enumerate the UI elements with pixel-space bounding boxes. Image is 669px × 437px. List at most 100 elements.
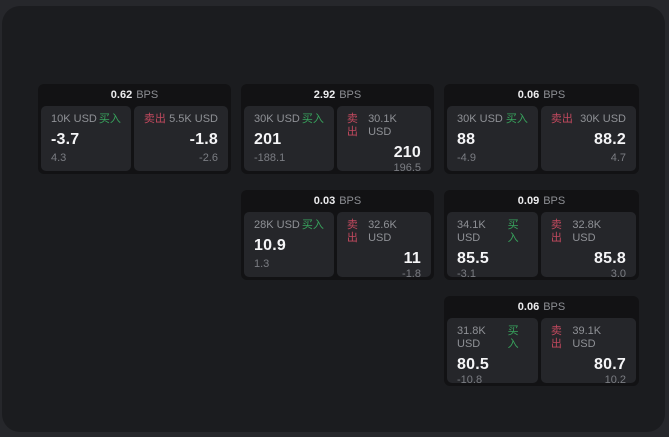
bps-unit-label: BPS	[543, 195, 566, 207]
buy-meta-row: 30K USD 买入	[254, 113, 324, 126]
buy-price: 88	[457, 131, 476, 148]
bps-unit-label: BPS	[543, 89, 566, 101]
buy-amount: 31.8K USD	[457, 325, 486, 350]
quote-card: 0.03 BPS 28K USD 买入 10.9 1.3 卖出 32.6K US…	[241, 190, 434, 280]
sell-delta: 4.7	[610, 152, 626, 164]
buy-delta: -3.1	[457, 268, 476, 280]
sell-side-label: 卖出	[550, 219, 562, 244]
bps-value: 0.06	[517, 301, 540, 313]
card-body: 34.1K USD 买入 85.5 -3.1 卖出 32.8K USD 85.8…	[447, 212, 636, 280]
sell-amount: 32.8K USD	[572, 219, 602, 244]
sell-meta-row: 卖出 5.5K USD	[144, 113, 218, 126]
sell-side-label: 卖出	[143, 113, 166, 125]
sell-side-label: 卖出	[346, 219, 358, 244]
sell-amount: 30K USD	[580, 113, 626, 125]
sell-price: -1.8	[189, 131, 218, 148]
bps-unit-label: BPS	[339, 89, 362, 101]
sell-amount: 30.1K USD	[368, 113, 397, 138]
sell-delta: 3.0	[610, 268, 626, 280]
buy-delta: -4.9	[457, 152, 476, 164]
bps-value: 0.09	[517, 195, 540, 207]
buy-side-label: 买入	[301, 113, 324, 125]
buy-price: 201	[254, 131, 282, 148]
sell-pane[interactable]: 卖出 30K USD 88.2 4.7	[540, 106, 636, 171]
sell-meta-row: 卖出 30.1K USD	[347, 113, 421, 139]
sell-delta: -1.8	[402, 268, 421, 280]
sell-pane[interactable]: 卖出 32.8K USD 85.8 3.0	[540, 212, 636, 280]
buy-price: 85.5	[457, 250, 489, 267]
sell-delta: 10.2	[604, 374, 626, 386]
sell-amount: 5.5K USD	[169, 113, 218, 125]
card-header: 0.62 BPS	[41, 84, 228, 106]
quote-card: 0.09 BPS 34.1K USD 买入 85.5 -3.1 卖出 32.8K…	[444, 190, 639, 280]
quote-card: 0.62 BPS 10K USD 买入 -3.7 4.3 卖出 5.5K USD…	[38, 84, 231, 174]
buy-side-label: 买入	[301, 219, 324, 231]
card-header: 0.09 BPS	[447, 190, 636, 212]
sell-delta: 196.5	[393, 162, 421, 174]
buy-amount: 28K USD	[254, 219, 300, 231]
cards-grid: 0.62 BPS 10K USD 买入 -3.7 4.3 卖出 5.5K USD…	[38, 84, 639, 386]
buy-meta-row: 28K USD 买入	[254, 219, 324, 232]
bps-unit-label: BPS	[543, 301, 566, 313]
card-body: 30K USD 买入 88 -4.9 卖出 30K USD 88.2 4.7	[447, 106, 636, 171]
buy-amount: 34.1K USD	[457, 219, 486, 244]
sell-meta-row: 卖出 30K USD	[551, 113, 626, 126]
sell-price: 88.2	[594, 131, 626, 148]
buy-pane[interactable]: 34.1K USD 买入 85.5 -3.1	[447, 212, 538, 280]
card-header: 0.03 BPS	[244, 190, 431, 212]
sell-amount: 39.1K USD	[572, 325, 602, 350]
sell-pane[interactable]: 卖出 5.5K USD -1.8 -2.6	[133, 106, 228, 171]
card-body: 10K USD 买入 -3.7 4.3 卖出 5.5K USD -1.8 -2.…	[41, 106, 228, 171]
card-body: 28K USD 买入 10.9 1.3 卖出 32.6K USD 11 -1.8	[244, 212, 431, 280]
buy-price: -3.7	[51, 131, 80, 148]
sell-meta-row: 卖出 32.8K USD	[551, 219, 626, 245]
sell-pane[interactable]: 卖出 32.6K USD 11 -1.8	[336, 212, 431, 280]
sell-meta-row: 卖出 39.1K USD	[551, 325, 626, 351]
sell-side-label: 卖出	[346, 113, 358, 138]
sell-price: 11	[403, 250, 421, 267]
quote-card: 0.06 BPS 30K USD 买入 88 -4.9 卖出 30K USD 8…	[444, 84, 639, 174]
sell-price: 80.7	[594, 356, 626, 373]
bps-value: 2.92	[313, 89, 336, 101]
bps-value: 0.03	[313, 195, 336, 207]
sell-delta: -2.6	[199, 152, 218, 164]
bps-unit-label: BPS	[136, 89, 159, 101]
buy-price: 80.5	[457, 356, 489, 373]
card-header: 0.06 BPS	[447, 84, 636, 106]
bps-value: 0.06	[517, 89, 540, 101]
card-body: 31.8K USD 买入 80.5 -10.8 卖出 39.1K USD 80.…	[447, 318, 636, 386]
buy-amount: 30K USD	[254, 113, 300, 125]
sell-pane[interactable]: 卖出 39.1K USD 80.7 10.2	[540, 318, 636, 386]
buy-meta-row: 34.1K USD 买入	[457, 219, 528, 245]
buy-pane[interactable]: 31.8K USD 买入 80.5 -10.8	[447, 318, 538, 386]
buy-pane[interactable]: 28K USD 买入 10.9 1.3	[244, 212, 334, 277]
sell-pane[interactable]: 卖出 30.1K USD 210 196.5	[336, 106, 431, 174]
buy-side-label: 买入	[98, 113, 121, 125]
buy-meta-row: 30K USD 买入	[457, 113, 528, 126]
buy-side-label: 买入	[507, 325, 519, 350]
buy-delta: -10.8	[457, 374, 483, 386]
buy-pane[interactable]: 30K USD 买入 88 -4.9	[447, 106, 538, 171]
sell-amount: 32.6K USD	[368, 219, 397, 244]
sell-meta-row: 卖出 32.6K USD	[347, 219, 421, 245]
buy-meta-row: 31.8K USD 买入	[457, 325, 528, 351]
buy-pane[interactable]: 10K USD 买入 -3.7 4.3	[41, 106, 131, 171]
buy-delta: -188.1	[254, 152, 286, 164]
quote-card: 0.06 BPS 31.8K USD 买入 80.5 -10.8 卖出 39.1…	[444, 296, 639, 386]
sell-side-label: 卖出	[550, 113, 573, 125]
card-header: 0.06 BPS	[447, 296, 636, 318]
sell-side-label: 卖出	[550, 325, 562, 350]
sell-price: 210	[393, 144, 421, 161]
buy-amount: 30K USD	[457, 113, 503, 125]
buy-amount: 10K USD	[51, 113, 97, 125]
buy-delta: 4.3	[51, 152, 67, 164]
buy-side-label: 买入	[505, 113, 528, 125]
sell-price: 85.8	[594, 250, 626, 267]
card-body: 30K USD 买入 201 -188.1 卖出 30.1K USD 210 1…	[244, 106, 431, 174]
buy-meta-row: 10K USD 买入	[51, 113, 121, 126]
buy-pane[interactable]: 30K USD 买入 201 -188.1	[244, 106, 334, 171]
bps-unit-label: BPS	[339, 195, 362, 207]
quote-card: 2.92 BPS 30K USD 买入 201 -188.1 卖出 30.1K …	[241, 84, 434, 174]
buy-side-label: 买入	[507, 219, 519, 244]
card-header: 2.92 BPS	[244, 84, 431, 106]
